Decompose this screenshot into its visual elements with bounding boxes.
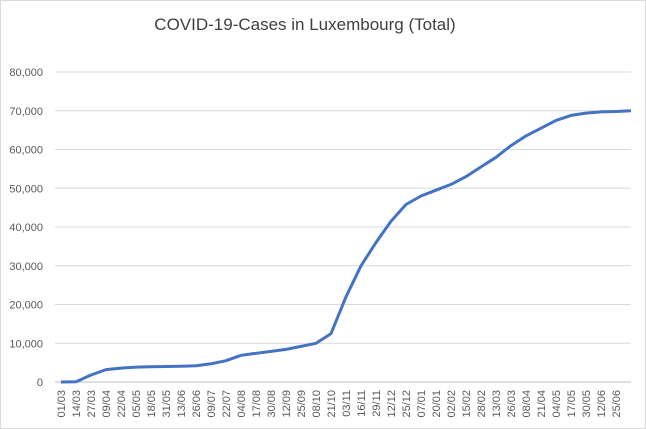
x-tick-label: 25/06	[611, 390, 623, 418]
x-tick-label: 03/11	[341, 390, 353, 417]
x-tick-label: 01/03	[56, 390, 68, 418]
y-tick-label: 70,000	[9, 106, 43, 118]
x-tick-label: 09/07	[206, 390, 218, 418]
x-tick-label: 14/03	[71, 390, 83, 418]
y-tick-label: 60,000	[9, 145, 43, 157]
x-tick-label: 12/09	[281, 390, 293, 418]
x-tick-label: 29/11	[371, 390, 383, 417]
y-tick-label: 80,000	[9, 67, 43, 79]
x-tick-label: 08/04	[521, 390, 533, 418]
x-tick-label: 25/09	[296, 390, 308, 418]
x-tick-label: 04/05	[551, 390, 563, 418]
x-tick-label: 26/06	[191, 390, 203, 418]
x-tick-label: 20/01	[431, 390, 443, 418]
data-line	[60, 109, 632, 384]
x-tick-label: 02/02	[446, 390, 458, 418]
x-tick-label: 30/05	[581, 390, 593, 418]
x-tick-label: 05/05	[131, 390, 143, 418]
y-tick-label: 50,000	[9, 183, 43, 195]
x-tick-label: 26/03	[506, 390, 518, 418]
y-tick-label: 40,000	[9, 222, 43, 234]
x-tick-label: 22/04	[116, 390, 128, 418]
x-tick-label: 15/02	[461, 390, 473, 418]
x-tick-label: 12/06	[596, 390, 608, 418]
y-tick-label: 0	[37, 377, 43, 389]
x-tick-label: 04/08	[236, 390, 248, 418]
x-tick-label: 08/10	[311, 390, 323, 418]
chart-title: COVID-19-Cases in Luxembourg (Total)	[154, 15, 455, 34]
x-tick-label: 17/08	[251, 390, 263, 418]
x-tick-label: 16/11	[356, 390, 368, 417]
x-tick-label: 21/10	[326, 390, 338, 418]
x-tick-label: 13/03	[491, 390, 503, 418]
x-tick-label: 28/02	[476, 390, 488, 418]
x-tick-label: 12/12	[386, 390, 398, 418]
x-tick-label: 17/05	[566, 390, 578, 418]
x-tick-label: 31/05	[161, 390, 173, 418]
x-tick-label: 13/06	[176, 390, 188, 418]
y-tick-label: 30,000	[9, 261, 43, 273]
x-tick-label: 07/01	[416, 390, 428, 418]
x-tick-label: 25/12	[401, 390, 413, 418]
x-tick-label: 18/05	[146, 390, 158, 418]
x-tick-label: 21/04	[536, 390, 548, 418]
x-tick-label: 27/03	[86, 390, 98, 418]
x-tick-label: 22/07	[221, 390, 233, 418]
y-tick-label: 10,000	[9, 338, 43, 350]
x-tick-label: 30/08	[266, 390, 278, 418]
x-tick-label: 09/04	[101, 390, 113, 418]
y-tick-label: 20,000	[9, 300, 43, 312]
